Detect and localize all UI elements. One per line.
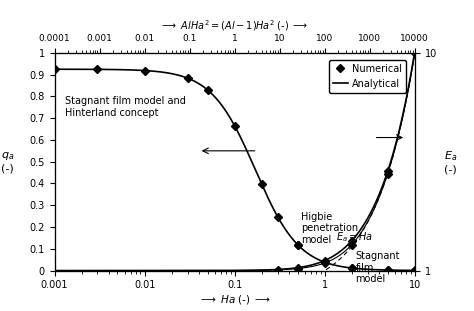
X-axis label: $\longrightarrow$ $Ha$ (-) $\longrightarrow$: $\longrightarrow$ $Ha$ (-) $\longrightar…	[198, 293, 271, 306]
Y-axis label: $E_a$
(-): $E_a$ (-)	[444, 149, 457, 174]
Text: Stagnant film model and
Hinterland concept: Stagnant film model and Hinterland conce…	[65, 96, 186, 118]
Y-axis label: $q_a$
(-): $q_a$ (-)	[0, 150, 14, 174]
Legend: Numerical, Analytical: Numerical, Analytical	[329, 60, 406, 93]
Text: Stagnant
film
model: Stagnant film model	[356, 251, 400, 284]
Text: Higbie
penetration
model: Higbie penetration model	[301, 212, 358, 245]
X-axis label: $\longrightarrow$ $AlHa^2=(Al-1)Ha^2$ (-) $\longrightarrow$: $\longrightarrow$ $AlHa^2=(Al-1)Ha^2$ (-…	[160, 19, 309, 34]
Text: $E_a=Ha$: $E_a=Ha$	[337, 230, 374, 244]
